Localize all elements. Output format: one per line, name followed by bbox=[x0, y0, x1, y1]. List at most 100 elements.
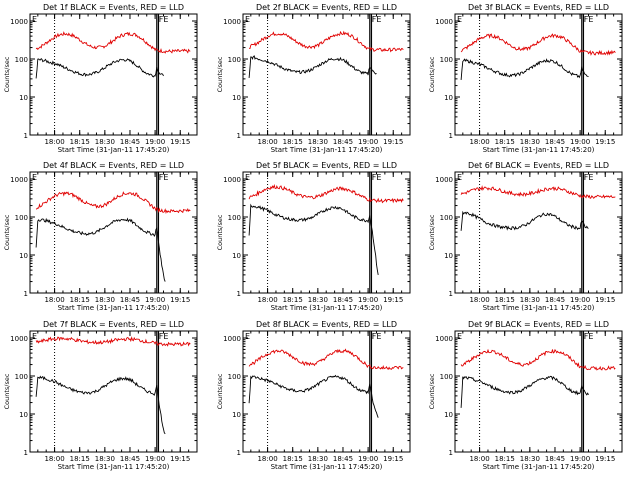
x-tick-label: 19:00 bbox=[570, 138, 590, 146]
plot-title: Det 7f BLACK = Events, RED = LLD bbox=[43, 320, 184, 329]
y-tick-label: 10 bbox=[232, 411, 241, 419]
x-tick-label: 18:45 bbox=[120, 138, 140, 146]
panel-det-5: Det 5f BLACK = Events, RED = LLD Counts/s… bbox=[216, 161, 411, 312]
x-tick-label: 18:15 bbox=[70, 455, 90, 463]
y-tick-label: 1 bbox=[237, 449, 241, 457]
y-tick-label: 1 bbox=[24, 290, 28, 298]
x-tick-label: 18:00 bbox=[44, 455, 64, 463]
x-tick-label: 18:00 bbox=[44, 296, 64, 304]
y-tick-label: 100 bbox=[228, 214, 241, 222]
x-tick-label: 18:45 bbox=[120, 455, 140, 463]
corner-mark-left: E bbox=[32, 15, 37, 24]
series-events-line bbox=[248, 203, 379, 275]
y-tick-label: 1000 bbox=[223, 176, 241, 184]
x-axis-label: Start Time (31-Jan-11 17:45:20) bbox=[483, 146, 595, 154]
plot-title: Det 9f BLACK = Events, RED = LLD bbox=[468, 320, 609, 329]
x-axis-label: Start Time (31-Jan-11 17:45:20) bbox=[271, 146, 383, 154]
y-tick-label: 10 bbox=[232, 94, 241, 102]
y-tick-label: 100 bbox=[228, 56, 241, 64]
panel-det-8: Det 8f BLACK = Events, RED = LLD Counts/s… bbox=[216, 320, 411, 471]
panel-det-4: Det 4f BLACK = Events, RED = LLD Counts/s… bbox=[3, 161, 198, 312]
corner-mark-left: E bbox=[245, 332, 250, 341]
y-tick-label: 1 bbox=[24, 132, 28, 140]
x-tick-label: 19:15 bbox=[170, 296, 190, 304]
y-tick-label: 1 bbox=[449, 290, 453, 298]
corner-mark-right: FE bbox=[584, 15, 594, 24]
plot-title: Det 5f BLACK = Events, RED = LLD bbox=[256, 161, 397, 170]
y-tick-label: 10 bbox=[19, 252, 28, 260]
plot-title: Det 4f BLACK = Events, RED = LLD bbox=[43, 161, 184, 170]
y-tick-label: 1 bbox=[237, 290, 241, 298]
y-axis-label: Counts/sec bbox=[216, 56, 224, 92]
x-tick-label: 19:00 bbox=[570, 296, 590, 304]
x-tick-label: 18:15 bbox=[283, 296, 303, 304]
plot-title: Det 6f BLACK = Events, RED = LLD bbox=[468, 161, 609, 170]
y-tick-label: 100 bbox=[440, 56, 453, 64]
x-tick-label: 18:15 bbox=[70, 138, 90, 146]
x-axis-label: Start Time (31-Jan-11 17:45:20) bbox=[58, 146, 170, 154]
series-events-line bbox=[248, 55, 377, 78]
panel-det-3: Det 3f BLACK = Events, RED = LLD Counts/s… bbox=[428, 3, 623, 154]
corner-mark-left: E bbox=[457, 332, 462, 341]
x-tick-label: 18:15 bbox=[495, 296, 515, 304]
y-tick-label: 1 bbox=[24, 449, 28, 457]
x-tick-label: 18:00 bbox=[469, 138, 489, 146]
panel-det-6: Det 6f BLACK = Events, RED = LLD Counts/s… bbox=[428, 161, 623, 312]
y-axis-label: Counts/sec bbox=[216, 214, 224, 250]
plot-title: Det 2f BLACK = Events, RED = LLD bbox=[256, 3, 397, 12]
panel-det-7: Det 7f BLACK = Events, RED = LLD Counts/s… bbox=[3, 320, 198, 471]
y-tick-label: 10 bbox=[232, 252, 241, 260]
x-axis-label: Start Time (31-Jan-11 17:45:20) bbox=[58, 304, 170, 312]
corner-mark-right: FE bbox=[584, 332, 594, 341]
corner-mark-right: FE bbox=[372, 332, 382, 341]
x-tick-label: 18:45 bbox=[545, 296, 565, 304]
panel-det-1: Det 1f BLACK = Events, RED = LLD Counts/s… bbox=[3, 3, 198, 154]
x-tick-label: 18:45 bbox=[120, 296, 140, 304]
y-tick-label: 10 bbox=[444, 94, 453, 102]
y-tick-label: 1000 bbox=[435, 176, 453, 184]
series-lld-line bbox=[248, 348, 404, 371]
y-tick-label: 10 bbox=[444, 411, 453, 419]
x-tick-label: 18:30 bbox=[520, 138, 540, 146]
panel-det-9: Det 9f BLACK = Events, RED = LLD Counts/s… bbox=[428, 320, 623, 471]
y-tick-label: 100 bbox=[15, 373, 28, 381]
x-axis-label: Start Time (31-Jan-11 17:45:20) bbox=[483, 463, 595, 471]
y-axis-label: Counts/sec bbox=[3, 56, 11, 92]
y-tick-label: 10 bbox=[19, 411, 28, 419]
series-lld-line bbox=[460, 185, 616, 199]
corner-mark-left: E bbox=[245, 15, 250, 24]
corner-mark-left: E bbox=[457, 173, 462, 182]
corner-mark-left: E bbox=[245, 173, 250, 182]
x-tick-label: 19:00 bbox=[358, 455, 378, 463]
series-lld-line bbox=[35, 336, 191, 347]
x-tick-label: 19:15 bbox=[595, 296, 615, 304]
x-tick-label: 19:15 bbox=[383, 455, 403, 463]
series-events-line bbox=[35, 58, 164, 79]
x-tick-label: 18:45 bbox=[545, 455, 565, 463]
y-tick-label: 10 bbox=[19, 94, 28, 102]
x-tick-label: 18:15 bbox=[283, 455, 303, 463]
y-tick-label: 1000 bbox=[435, 335, 453, 343]
x-tick-label: 19:00 bbox=[145, 455, 165, 463]
x-tick-label: 18:15 bbox=[283, 138, 303, 146]
y-tick-label: 1000 bbox=[435, 18, 453, 26]
corner-mark-right: FE bbox=[372, 173, 382, 182]
x-tick-label: 19:00 bbox=[570, 455, 590, 463]
x-tick-label: 18:00 bbox=[469, 296, 489, 304]
y-axis-label: Counts/sec bbox=[428, 373, 436, 409]
x-tick-label: 18:30 bbox=[95, 138, 115, 146]
x-tick-label: 19:15 bbox=[383, 296, 403, 304]
series-lld-line bbox=[249, 30, 404, 53]
x-tick-label: 18:30 bbox=[520, 296, 540, 304]
x-tick-label: 19:15 bbox=[595, 455, 615, 463]
x-tick-label: 19:00 bbox=[358, 138, 378, 146]
y-axis-label: Counts/sec bbox=[428, 56, 436, 92]
x-axis-label: Start Time (31-Jan-11 17:45:20) bbox=[271, 304, 383, 312]
y-axis-label: Counts/sec bbox=[3, 214, 11, 250]
y-tick-label: 1000 bbox=[10, 18, 28, 26]
plot-title: Det 8f BLACK = Events, RED = LLD bbox=[256, 320, 397, 329]
y-tick-label: 1000 bbox=[10, 176, 28, 184]
x-tick-label: 18:00 bbox=[257, 138, 277, 146]
y-tick-label: 1 bbox=[449, 449, 453, 457]
